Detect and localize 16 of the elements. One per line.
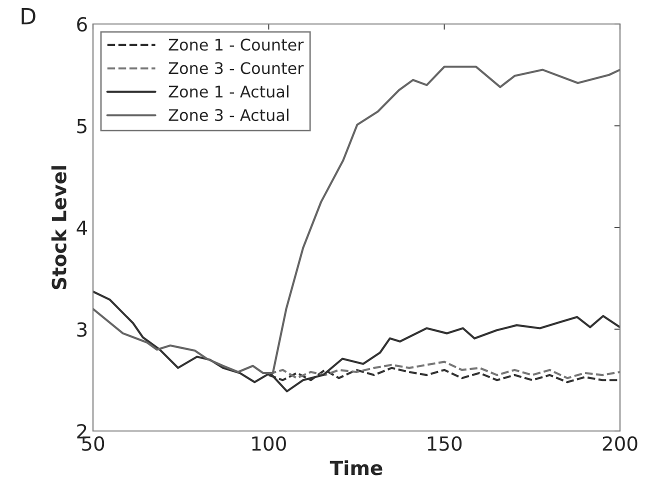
x-tick-label: 50 bbox=[82, 436, 104, 451]
line-series bbox=[93, 290, 620, 392]
x-tick-label: 100 bbox=[252, 436, 286, 451]
chart-title: D bbox=[22, 8, 36, 24]
y-tick-label: 6 bbox=[77, 16, 87, 32]
y-tick-label: 4 bbox=[76, 220, 88, 235]
legend-label: Zone 3 - Counter bbox=[168, 62, 304, 74]
y-tick-label: 5 bbox=[77, 118, 86, 134]
y-tick-label: 3 bbox=[77, 322, 87, 337]
y-axis-title: Stock Level bbox=[51, 166, 66, 290]
legend-label: Zone 1 - Actual bbox=[168, 85, 288, 98]
x-tick-label: 150 bbox=[428, 436, 462, 451]
x-tick-label: 200 bbox=[602, 436, 638, 451]
legend-label: Zone 1 - Counter bbox=[168, 38, 304, 51]
legend-label: Zone 3 - Actual bbox=[168, 108, 288, 122]
x-axis-title: Time bbox=[330, 460, 382, 476]
